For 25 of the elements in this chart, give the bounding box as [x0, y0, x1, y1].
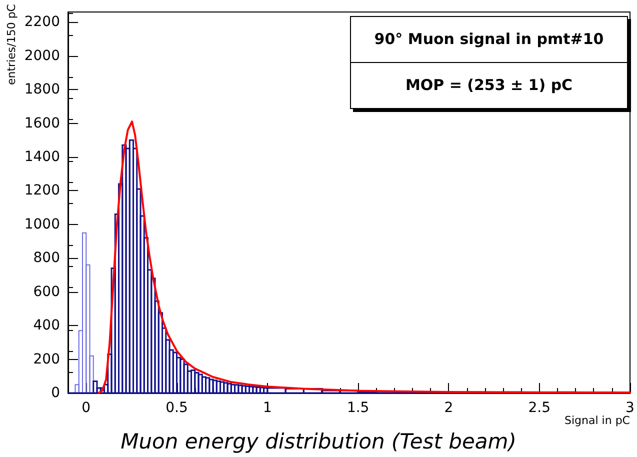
x-tick-label: 3	[626, 400, 634, 416]
x-tick-label: 2	[444, 400, 454, 416]
y-tick-label: 2000	[24, 48, 60, 64]
y-tick-label: 600	[33, 284, 60, 300]
text-box: 90° Muon signal in pmt#10 MOP = (253 ± 1) pC	[350, 16, 628, 109]
x-tick-label: 0	[82, 400, 91, 416]
x-tick-label: 0.5	[166, 400, 188, 416]
y-tick-label: 1400	[24, 148, 60, 165]
y-tick-label: 0	[51, 385, 60, 401]
x-tick-label: 1	[262, 400, 272, 416]
y-tick-label: 1000	[24, 216, 60, 232]
x-tick-label: 1.5	[346, 400, 370, 416]
annotation: MOP = (253 ± 1) pC	[404, 75, 574, 96]
y-tick-label: 2200	[24, 14, 60, 30]
y-tick-label: 1200	[24, 182, 60, 199]
y-tick-label: 800	[33, 250, 60, 266]
y-tick-label: 400	[33, 318, 60, 334]
y-tick-label: 1600	[24, 115, 60, 132]
y-axis-title: entries/150 pC	[5, 4, 18, 85]
x-axis-title: Signal in pC	[564, 414, 630, 427]
x-tick-label: 2.5	[528, 400, 550, 416]
annotation: 90° Muon signal in pmt#10	[373, 29, 605, 50]
y-tick-label: 1800	[24, 82, 60, 98]
y-tick-label: 200	[33, 351, 60, 368]
text: Muon energy distribution (Test beam)	[120, 430, 516, 454]
